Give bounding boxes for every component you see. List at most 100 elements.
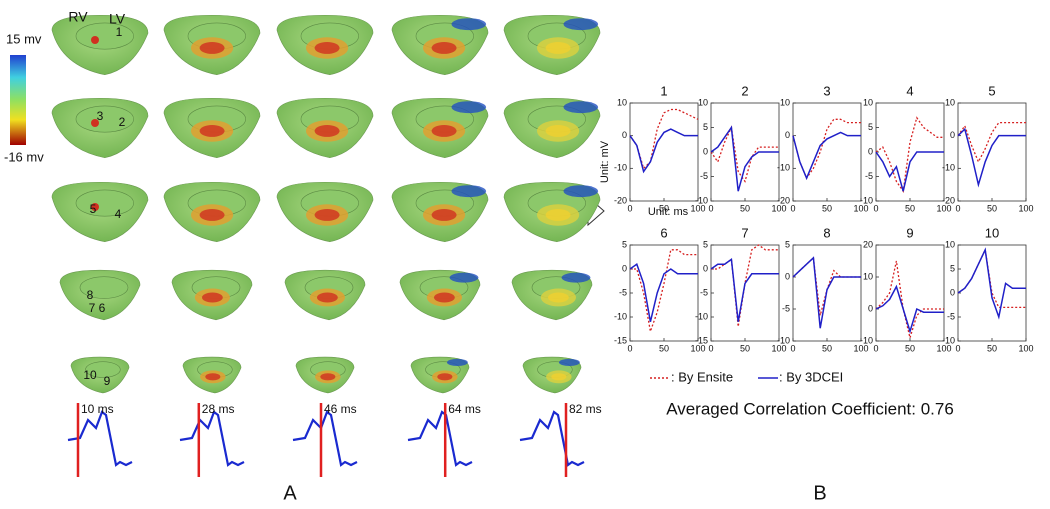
x-tick-label: 50 xyxy=(822,203,832,213)
x-tick-label: 100 xyxy=(771,203,786,213)
y-tick-label: 5 xyxy=(868,122,873,132)
chart-title: 4 xyxy=(906,83,913,98)
x-tick-label: 100 xyxy=(936,343,951,353)
y-tick-label: 10 xyxy=(945,97,955,107)
x-tick-label: 100 xyxy=(1018,343,1033,353)
heart-label: 1 xyxy=(116,25,123,39)
y-tick-label: -5 xyxy=(865,171,873,181)
activation xyxy=(545,125,571,137)
time-label: 64 ms xyxy=(448,402,481,416)
y-tick-label: -5 xyxy=(619,287,627,297)
x-tick-label: 50 xyxy=(659,203,669,213)
y-tick-label: -10 xyxy=(695,311,708,321)
y-tick-label: -5 xyxy=(782,303,790,313)
y-tick-label: -20 xyxy=(942,195,955,205)
series-line xyxy=(629,263,698,322)
activation xyxy=(563,101,599,114)
activation xyxy=(437,373,453,381)
activation xyxy=(551,373,567,381)
y-tick-label: 0 xyxy=(868,146,873,156)
ecg-trace xyxy=(179,410,245,467)
time-label: 10 ms xyxy=(81,402,114,416)
x-tick-label: 0 xyxy=(955,203,960,213)
colorbar xyxy=(10,55,26,145)
activation xyxy=(199,125,225,137)
activation xyxy=(320,373,336,381)
chart-title: 1 xyxy=(660,83,667,98)
activation xyxy=(314,125,340,137)
y-tick-label: -10 xyxy=(860,335,873,345)
chart-title: 3 xyxy=(823,83,830,98)
y-tick-label: 10 xyxy=(617,97,627,107)
series-line xyxy=(792,131,861,181)
x-tick-label: 0 xyxy=(873,343,878,353)
heart-label: 6 xyxy=(99,301,106,315)
series-line xyxy=(792,256,861,329)
activation xyxy=(91,36,99,44)
x-tick-label: 100 xyxy=(936,203,951,213)
chart-title: 6 xyxy=(660,225,667,240)
x-tick-label: 100 xyxy=(690,203,705,213)
heart-cavity xyxy=(75,105,134,133)
heart-label: 4 xyxy=(115,207,122,221)
activation xyxy=(545,42,571,54)
series-line xyxy=(957,247,1026,320)
series-line xyxy=(630,249,698,334)
heart-label: 5 xyxy=(90,202,97,216)
y-tick-label: -20 xyxy=(614,195,627,205)
ecg-trace xyxy=(519,410,585,467)
y-tick-label: 0 xyxy=(785,271,790,281)
legend-label: : By Ensite xyxy=(671,369,733,384)
y-tick-label: 5 xyxy=(785,239,790,249)
panel-label: B xyxy=(813,482,826,504)
y-tick-label: 0 xyxy=(950,130,955,140)
y-tick-label: -15 xyxy=(614,335,627,345)
heart-cavity xyxy=(75,189,134,217)
x-tick-label: 100 xyxy=(771,343,786,353)
y-tick-label: -10 xyxy=(695,195,708,205)
x-tick-label: 50 xyxy=(822,343,832,353)
series-line xyxy=(875,151,944,192)
activation xyxy=(199,209,225,221)
y-tick-label: -10 xyxy=(777,335,790,345)
ecg-trace xyxy=(407,410,473,467)
activation xyxy=(563,18,599,31)
y-tick-label: 10 xyxy=(945,239,955,249)
heart-label: 2 xyxy=(119,115,126,129)
y-tick-label: -10 xyxy=(614,311,627,321)
heart-cavity xyxy=(79,276,129,299)
series-line xyxy=(710,125,779,183)
y-tick-label: 0 xyxy=(868,303,873,313)
series-line xyxy=(629,108,699,170)
x-tick-label: 0 xyxy=(627,203,632,213)
x-tick-label: 100 xyxy=(853,343,868,353)
plot-frame xyxy=(875,244,945,342)
heart-label: 8 xyxy=(87,288,94,302)
colorbar-min: -16 mv xyxy=(4,149,44,164)
y-tick-label: 20 xyxy=(863,239,873,249)
x-tick-label: 0 xyxy=(708,343,713,353)
x-tick-label: 0 xyxy=(708,203,713,213)
y-tick-label: 10 xyxy=(698,97,708,107)
activation xyxy=(317,292,338,303)
activation xyxy=(558,358,580,367)
series-line xyxy=(875,284,944,334)
activation xyxy=(431,42,457,54)
activation xyxy=(434,292,455,303)
x-tick-label: 100 xyxy=(853,203,868,213)
chart-title: 2 xyxy=(741,83,748,98)
chart-title: 5 xyxy=(988,83,995,98)
ecg-trace xyxy=(292,410,358,467)
x-axis-label: Unit: ms xyxy=(648,206,689,218)
heart-cavity xyxy=(85,361,121,378)
series-line xyxy=(629,128,698,174)
y-tick-label: 10 xyxy=(780,97,790,107)
activation xyxy=(202,292,223,303)
heart-label: 3 xyxy=(97,109,104,123)
x-tick-label: 0 xyxy=(790,203,795,213)
ecg-trace xyxy=(67,410,133,467)
series-line xyxy=(710,125,779,192)
plot-frame xyxy=(710,244,780,342)
activation xyxy=(449,272,479,283)
